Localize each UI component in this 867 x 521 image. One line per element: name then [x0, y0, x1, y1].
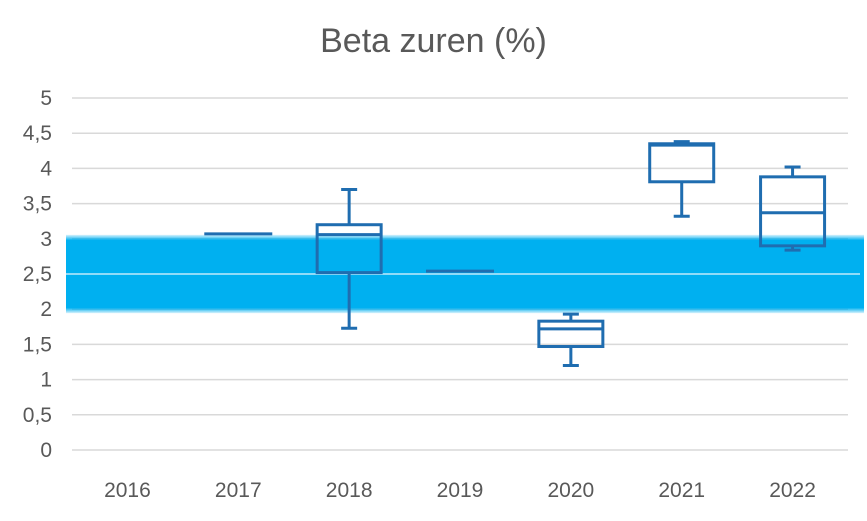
y-tick-label: 4,5 [23, 122, 52, 145]
gridlines [72, 97, 848, 451]
box-2018 [315, 188, 383, 330]
x-tick-label: 2019 [437, 479, 484, 502]
y-tick-label: 3,5 [23, 193, 52, 216]
y-tick-label: 3 [40, 228, 52, 251]
chart-title: Beta zuren (%) [320, 22, 547, 60]
y-tick-label: 4 [40, 157, 52, 180]
y-tick-label: 0 [40, 439, 52, 462]
y-axis-ticks: 0 0,5 1 1,5 2 2,5 3 3,5 4 4,5 5 [23, 87, 53, 462]
box-iqr [315, 223, 383, 275]
x-axis-ticks: 2016 2017 2018 2019 2020 2021 2022 [104, 479, 816, 502]
y-tick-label: 2,5 [23, 263, 52, 286]
y-tick-label: 0,5 [23, 404, 52, 427]
reference-band [66, 234, 864, 314]
box-2022 [759, 165, 827, 252]
y-tick-label: 5 [40, 87, 52, 110]
box-iqr [648, 142, 716, 184]
box-2020 [537, 312, 605, 368]
x-tick-label: 2020 [547, 479, 594, 502]
x-tick-label: 2021 [658, 479, 705, 502]
y-tick-label: 1 [40, 369, 52, 392]
x-tick-label: 2016 [104, 479, 151, 502]
box-2021 [648, 140, 716, 218]
box-iqr [537, 319, 605, 349]
x-tick-label: 2022 [769, 479, 816, 502]
x-tick-label: 2018 [326, 479, 373, 502]
y-tick-label: 2 [40, 298, 52, 321]
y-tick-label: 1,5 [23, 333, 52, 356]
box-series [204, 140, 827, 368]
x-tick-label: 2017 [215, 479, 262, 502]
